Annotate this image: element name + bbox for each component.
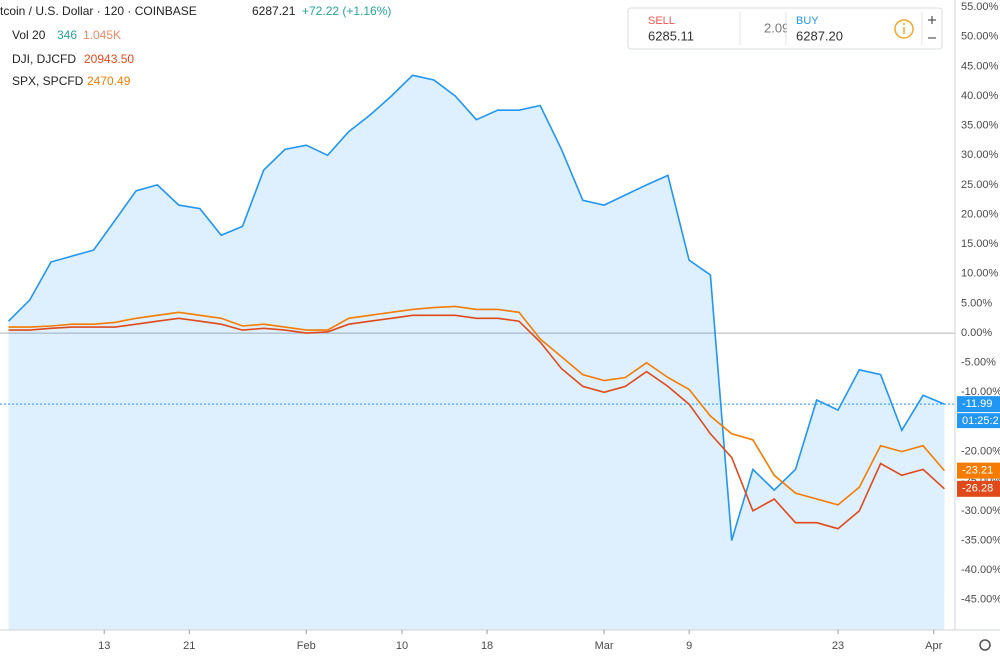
plot-area	[0, 6, 959, 631]
info-icon[interactable]	[894, 19, 914, 39]
price-label-text: -26.28	[962, 483, 993, 495]
y-tick-label: 40.00%	[961, 90, 999, 102]
gear[interactable]	[979, 639, 991, 651]
price-label	[957, 462, 1000, 479]
legend: tcoin / U.S. Dollar · 120 · COINBASE 628…	[0, 4, 391, 88]
sell-price: 6285.11	[648, 28, 694, 43]
area	[8, 75, 945, 631]
volume-label: Vol 20	[12, 28, 46, 42]
y-tick-label: -35.00%	[961, 534, 1000, 546]
x-tick-label: 10	[396, 640, 408, 652]
compare-value: 20943.50	[84, 52, 134, 66]
price: 6287.21	[252, 4, 296, 18]
y-tick-label: 25.00%	[961, 179, 999, 191]
volume-value: 346	[57, 28, 77, 42]
y-tick-label: 45.00%	[961, 60, 999, 72]
y-tick-label: -40.00%	[961, 564, 1000, 576]
price-label	[957, 396, 1000, 413]
y-tick-label: -30.00%	[961, 505, 1000, 517]
price-labels: -11.99 01:25:2 -26.28 -23.21	[957, 396, 1000, 497]
info-glyph	[903, 23, 905, 25]
y-tick-label: 30.00%	[961, 149, 999, 161]
y-tick-label: -20.00%	[961, 446, 1000, 458]
x-tick-label: 9	[686, 640, 692, 652]
price-scale	[955, 0, 1000, 660]
x-tick-label: 21	[183, 640, 195, 652]
y-tick-label: 15.00%	[961, 238, 999, 250]
price-label	[957, 480, 1000, 497]
compare-name: DJI, DJCFD	[12, 52, 76, 66]
x-tick-label: Feb	[297, 640, 316, 652]
y-tick-label: 50.00%	[961, 31, 999, 43]
countdown: 01:25:2	[962, 415, 999, 427]
compare-name: SPX, SPCFD	[12, 74, 84, 88]
y-tick-label: 10.00%	[961, 268, 999, 280]
change: +72.22 (+1.16%)	[302, 4, 391, 18]
x-tick-label: 23	[832, 640, 844, 652]
sell-label: SELL	[648, 15, 675, 27]
y-tick-label: 5.00%	[961, 297, 992, 309]
x-tick-label: Mar	[595, 640, 614, 652]
spread: 2.09	[764, 20, 789, 35]
y-tick-label: 0.00%	[961, 327, 992, 339]
y-tick-label: 55.00%	[961, 1, 999, 13]
buy-label: BUY	[796, 15, 819, 27]
y-tick-label: 35.00%	[961, 120, 999, 132]
y-tick-label: -45.00%	[961, 594, 1000, 606]
y-tick-label: -10.00%	[961, 386, 1000, 398]
compare-value: 2470.49	[87, 74, 131, 88]
y-tick-label: 20.00%	[961, 208, 999, 220]
buy-button[interactable]	[787, 12, 887, 45]
settings-icon[interactable]	[979, 639, 991, 651]
time-scale	[0, 630, 955, 660]
line	[8, 305, 946, 506]
x-tick-label: Apr	[925, 640, 942, 652]
buy-price: 6287.20	[796, 28, 843, 43]
price-label-text: -23.21	[962, 465, 993, 477]
x-tick-label: 18	[481, 640, 493, 652]
line	[8, 314, 945, 530]
line	[7, 74, 945, 541]
volume-ma: 1.045K	[83, 28, 121, 42]
price-label-text: -11.99	[962, 398, 992, 410]
countdown-box	[957, 413, 1000, 429]
x-tick-label: 13	[98, 640, 110, 652]
trade-widget: SELL 6285.11 2.09 BUY 6287.20	[627, 7, 943, 50]
plus-button[interactable]	[928, 16, 936, 24]
symbol: tcoin / U.S. Dollar · 120 · COINBASE	[0, 4, 197, 18]
sell-button[interactable]	[640, 12, 740, 45]
y-tick-label: -5.00%	[961, 357, 996, 369]
